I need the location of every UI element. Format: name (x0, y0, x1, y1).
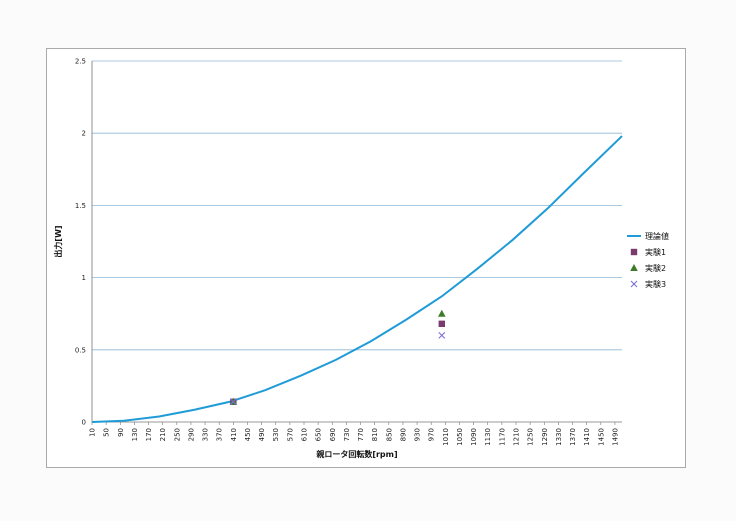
x-tick-label-37: 1490 (611, 428, 619, 446)
x-tick-label-1: 50 (103, 428, 111, 437)
series-3-point-1-b (438, 331, 446, 339)
x-tick-label-18: 730 (343, 428, 351, 441)
x-tick-label-11: 450 (244, 428, 252, 441)
series-3-point-0-b (229, 398, 237, 406)
x-tick-label-19: 770 (357, 428, 365, 441)
axes (91, 61, 622, 425)
x-tick-label-33: 1330 (555, 428, 563, 446)
grid-lines (92, 60, 622, 351)
x-tick-label-17: 690 (329, 428, 337, 441)
x-tick-label-7: 290 (187, 428, 195, 441)
x-tick-label-3: 130 (131, 428, 139, 441)
x-tick-label-31: 1250 (527, 428, 535, 446)
x-tick-label-36: 1450 (597, 428, 605, 446)
x-tick-label-21: 850 (385, 428, 393, 441)
y-tick-label-1: 0.5 (75, 346, 86, 354)
x-tick-label-20: 810 (371, 428, 379, 441)
y-tick-label-4: 2 (82, 130, 86, 138)
x-tick-label-9: 370 (216, 428, 224, 441)
legend-label-3: 実験3 (645, 279, 666, 289)
x-tick-label-14: 570 (286, 428, 294, 441)
x-tick-label-23: 930 (414, 428, 422, 441)
x-tick-label-25: 1010 (442, 428, 450, 446)
y-tick-label-3: 1.5 (75, 202, 86, 210)
x-tick-label-5: 210 (159, 428, 167, 441)
series-group (91, 135, 623, 423)
x-tick-label-29: 1170 (498, 428, 506, 446)
series-3-point-1 (438, 331, 446, 339)
x-tick-label-30: 1210 (513, 428, 521, 446)
x-tick-label-27: 1090 (470, 428, 478, 446)
x-tick-label-10: 410 (230, 428, 238, 441)
x-tick-label-16: 650 (315, 428, 323, 441)
x-axis-title: 親ロータ回転数[rpm] (316, 449, 397, 459)
x-tick-label-26: 1050 (456, 428, 464, 446)
x-tick-label-0: 10 (89, 428, 97, 437)
x-tick-label-15: 610 (301, 428, 309, 441)
series-2-point-1 (438, 309, 446, 317)
x-tick-label-32: 1290 (541, 428, 549, 446)
legend-swatch-3 (630, 280, 638, 288)
legend-swatch-2 (630, 264, 638, 271)
legend-swatch-3-b (630, 280, 638, 288)
series-line-theory (91, 135, 623, 423)
y-tick-label-2: 1 (82, 274, 86, 282)
legend-label-2: 実験2 (645, 263, 666, 273)
series-3-point-0 (229, 398, 237, 406)
legend-label-0: 理論値 (645, 231, 669, 241)
x-tick-label-28: 1130 (484, 428, 492, 446)
x-tick-label-34: 1370 (569, 428, 577, 446)
x-tick-label-24: 970 (428, 428, 436, 441)
y-tick-label-5: 2.5 (75, 58, 86, 66)
x-tick-label-22: 890 (399, 428, 407, 441)
legend-label-1: 実験1 (645, 247, 666, 257)
chart-area: 0 0.5 1 1.5 2 2.5 10 50 90 130 170 210 250 290 330 370 4… (46, 48, 686, 468)
y-axis-title: 出力[W] (53, 225, 63, 257)
x-tick-label-12: 490 (258, 428, 266, 441)
series-1-point-1 (438, 320, 445, 328)
legend-swatch-1 (630, 248, 638, 256)
x-tick-label-13: 530 (272, 428, 280, 441)
x-tick-label-4: 170 (145, 428, 153, 441)
tick-labels: 00.511.522.510 50 90 130 170 210 250 290 330 370 4… (75, 58, 620, 446)
x-tick-label-8: 330 (202, 428, 210, 441)
x-tick-label-2: 90 (117, 428, 125, 437)
x-tick-label-6: 250 (173, 428, 181, 441)
y-tick-label-0: 0 (82, 419, 86, 427)
x-tick-label-35: 1410 (583, 428, 591, 446)
chart-svg: 00.511.522.510 50 90 130 170 210 250 290 330 370 4… (53, 58, 669, 460)
